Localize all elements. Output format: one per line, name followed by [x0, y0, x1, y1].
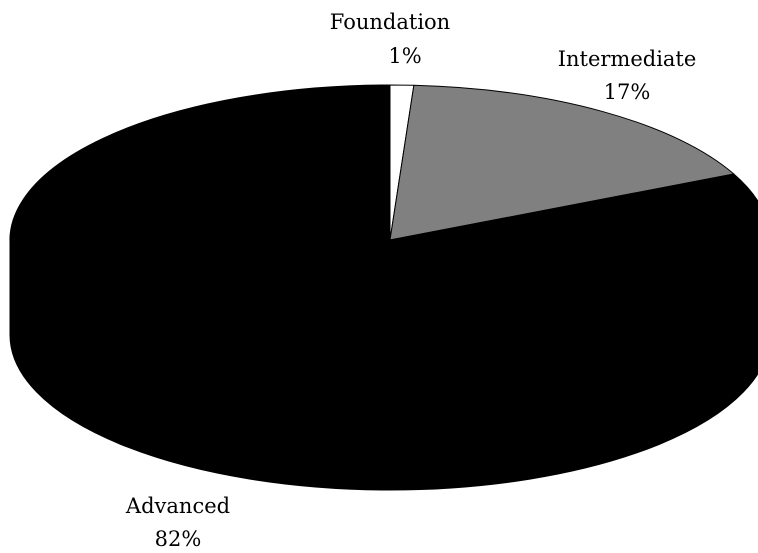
pie-label-layer: Foundation 1% Intermediate 17% Advanced …: [125, 10, 696, 551]
slice-name-label-advanced: Advanced: [125, 494, 230, 518]
slice-value-label-advanced: 82%: [155, 527, 202, 551]
slice-name-label-foundation: Foundation: [330, 10, 450, 34]
pie-top-layer: [9, 84, 758, 396]
slice-value-label-foundation: 1%: [388, 44, 421, 68]
pie-slice-advanced: [9, 84, 758, 396]
slice-value-label-intermediate: 17%: [604, 80, 651, 104]
slice-name-label-intermediate: Intermediate: [558, 47, 697, 71]
pie-slice-intermediate: [389, 84, 735, 241]
